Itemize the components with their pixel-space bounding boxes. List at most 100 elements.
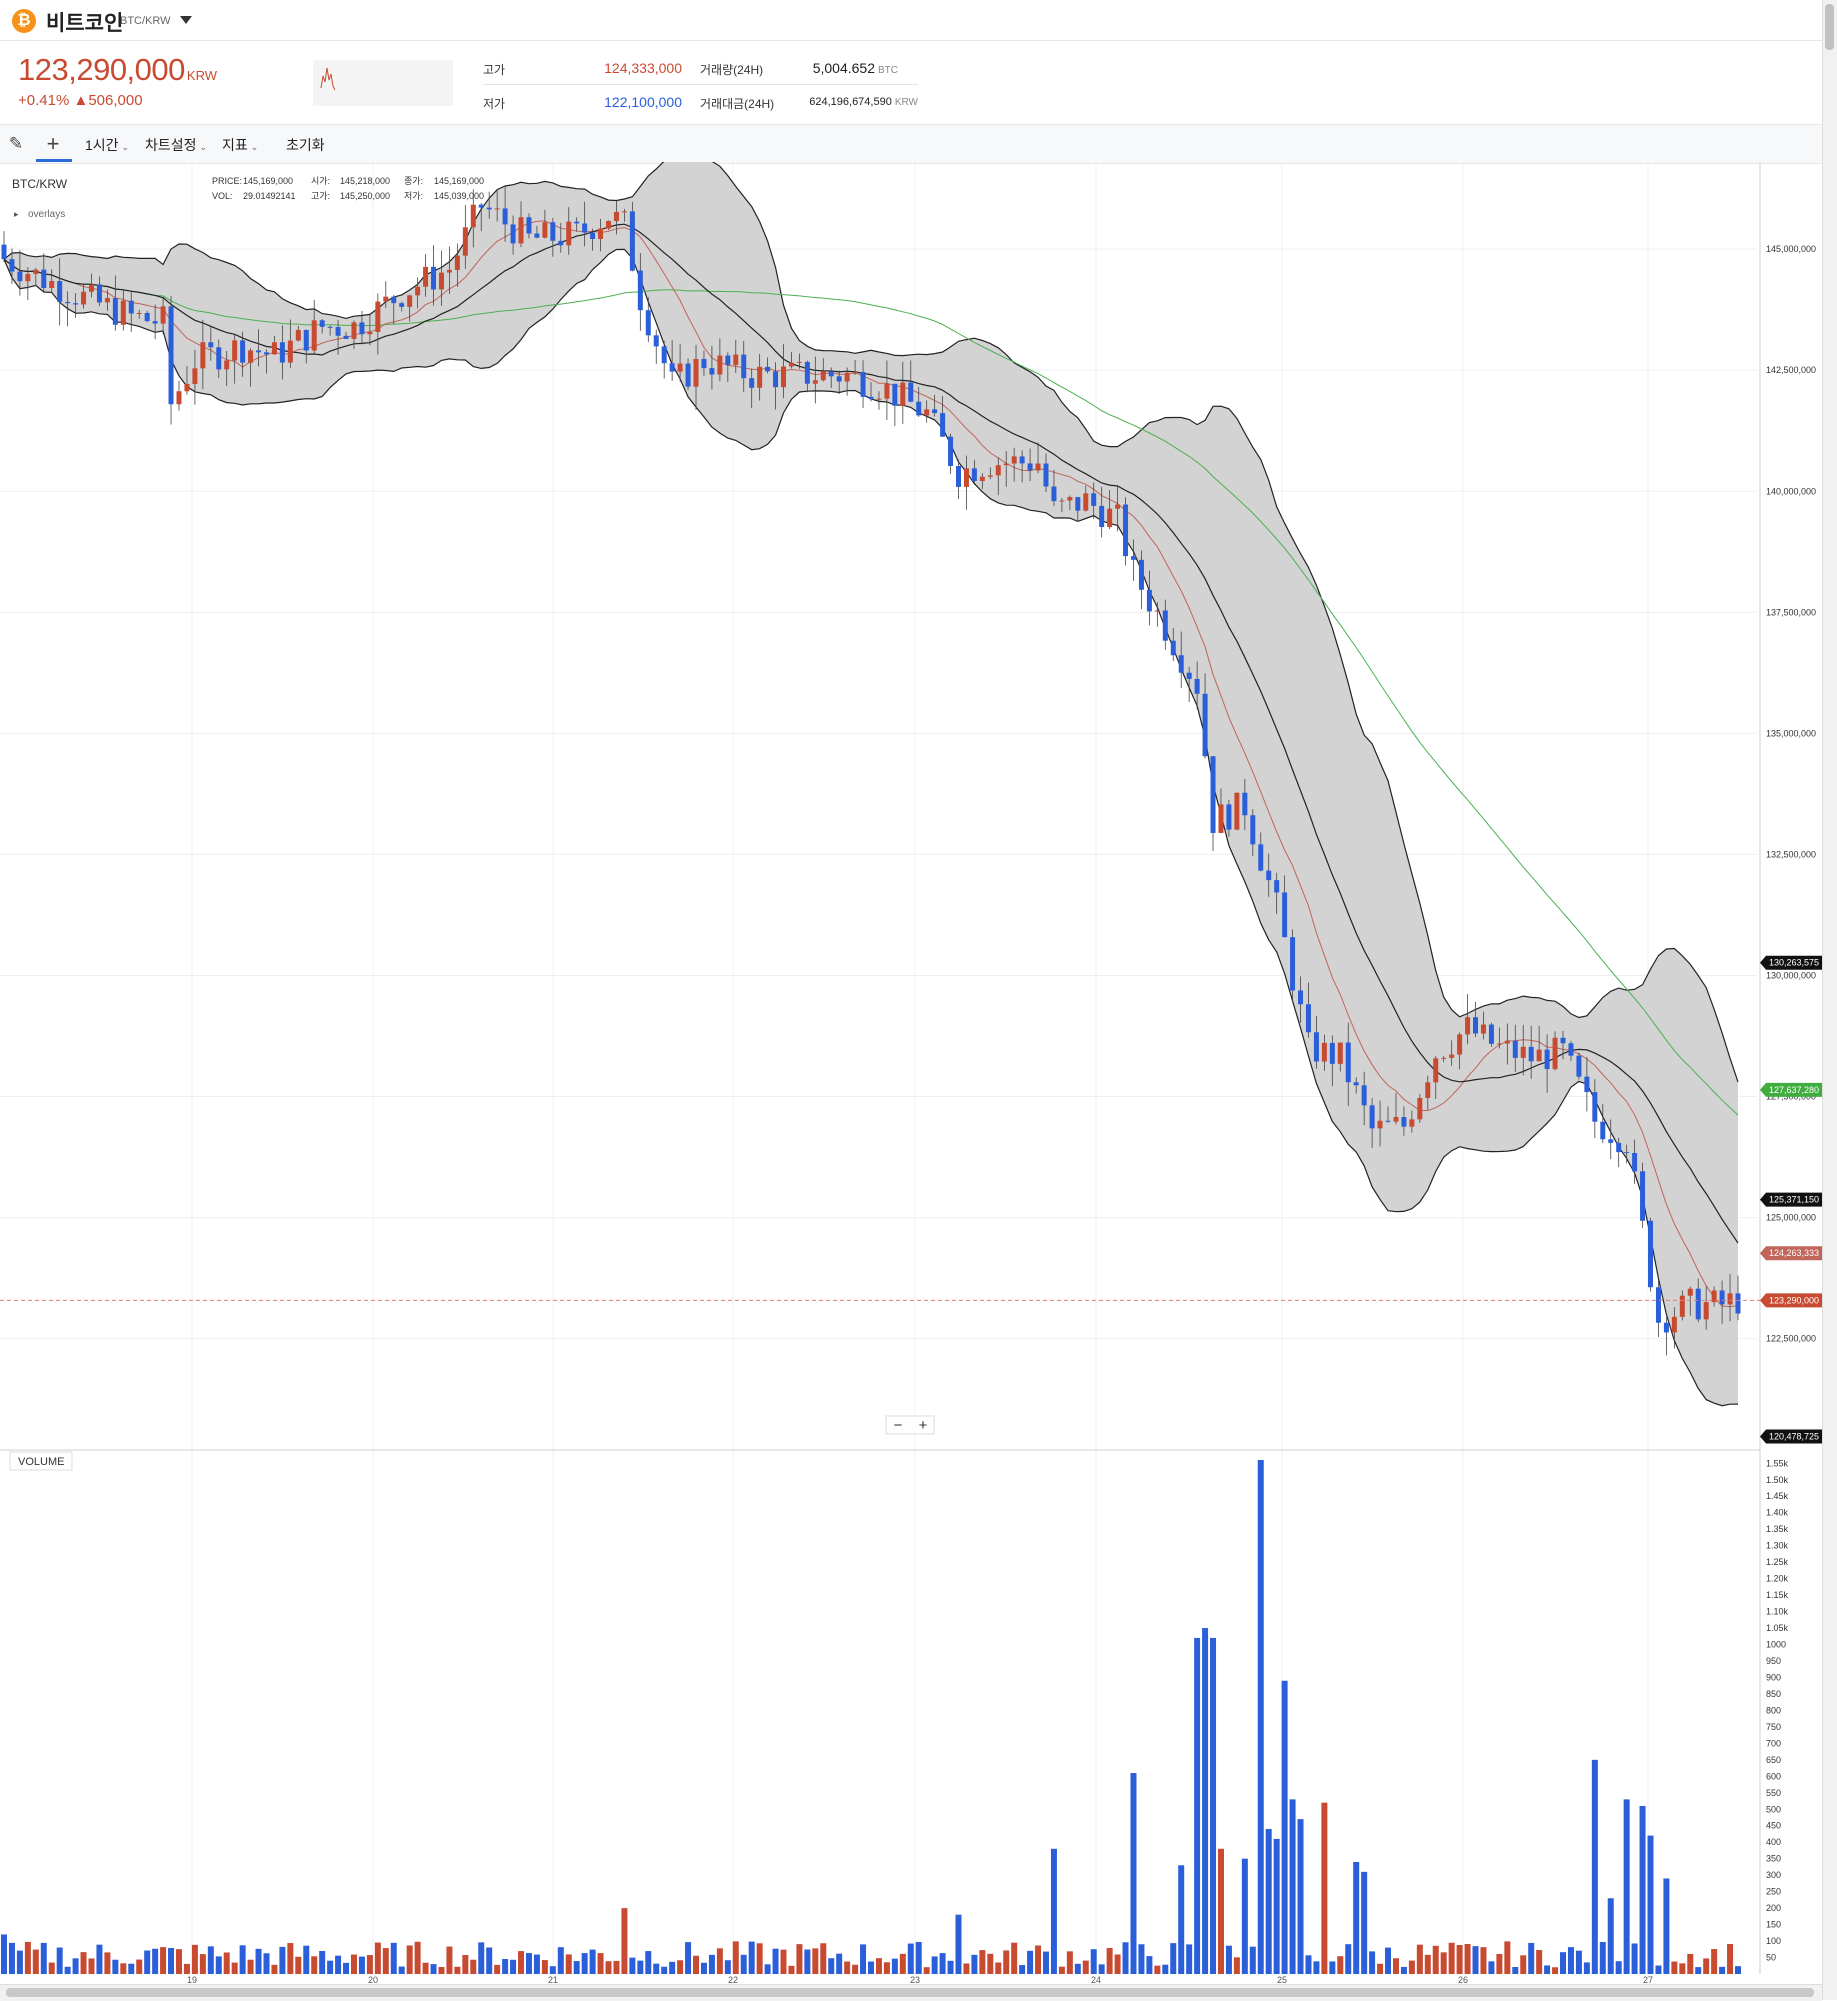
vertical-scrollbar[interactable] (1822, 0, 1837, 2000)
volume-bar (358, 1956, 365, 1974)
candle-body (1345, 1042, 1351, 1083)
volume-tick-label: 1000 (1766, 1640, 1786, 1650)
volume-bar (1265, 1829, 1272, 1974)
candle-body (637, 270, 643, 311)
price-chart[interactable]: 145,000,000 142,500,000 140,000,000 137,500… (0, 162, 1822, 1984)
legend-high-value: 145,250,000 (340, 191, 390, 201)
volume-bar (1416, 1944, 1423, 1974)
time-tick-label: 22 (728, 1975, 738, 1984)
volume-bar (1313, 1961, 1320, 1974)
volume-bar (860, 1944, 867, 1974)
candle-body (144, 312, 150, 322)
candle-body (518, 217, 524, 244)
candle-body (1417, 1097, 1423, 1120)
coin-name[interactable]: 비트코인 (46, 12, 124, 35)
horizontal-scrollbar-thumb[interactable] (6, 1988, 1814, 1997)
legend-vol-value: 29.01492141 (243, 191, 296, 201)
active-tool-indicator (36, 159, 72, 162)
candle-body (598, 228, 604, 240)
crosshair-plus-icon[interactable]: + (46, 131, 60, 156)
volume-bar (438, 1967, 445, 1974)
volume-bar (8, 1942, 15, 1974)
volume-bar (263, 1953, 270, 1974)
volume-bar (1178, 1865, 1185, 1974)
volume-bar (597, 1953, 604, 1974)
candle-body (1019, 456, 1025, 464)
zoom-out-button[interactable]: − (894, 1417, 903, 1434)
candle-body (1115, 504, 1121, 509)
candle-body (613, 211, 619, 222)
volume-bar (549, 1966, 556, 1974)
interval-dropdown[interactable]: 1시간 ⌄ (85, 135, 129, 155)
candle-body (1027, 463, 1033, 471)
volume-bar (1042, 1951, 1049, 1974)
volume-bar (247, 1959, 254, 1974)
chart-toolbar: ✎ + 1시간 ⌄ 차트설정 ⌄ 지표 ⌄ 초기화 (0, 124, 1822, 164)
chevron-down-icon: ⌄ (199, 142, 208, 152)
volume-bar (1392, 1958, 1399, 1974)
candle-body (1528, 1046, 1534, 1062)
indicator-dropdown[interactable]: 지표 ⌄ (222, 135, 258, 155)
volume-bar (820, 1943, 827, 1974)
candle-body (478, 204, 484, 208)
chart-settings-dropdown[interactable]: 차트설정 ⌄ (145, 135, 207, 155)
candle-body (510, 224, 516, 244)
candle-body (311, 320, 317, 351)
candle-body (49, 281, 55, 288)
candle-body (120, 300, 126, 325)
volume-bar (621, 1908, 628, 1974)
candle-body (693, 358, 699, 387)
legend-low-value: 145,039,000 (434, 191, 484, 201)
coin-dropdown-caret-icon[interactable] (180, 16, 192, 24)
candle-body (1536, 1049, 1542, 1062)
volume-bar (1074, 1963, 1081, 1974)
candle-body (1075, 497, 1081, 511)
volume-bar (979, 1950, 986, 1974)
candle-body (526, 217, 532, 234)
candle-body (1687, 1288, 1693, 1296)
volume-bar (406, 1945, 413, 1974)
volume-bar (557, 1947, 564, 1974)
candle-body (1210, 756, 1216, 833)
volume-bar (1448, 1942, 1455, 1974)
volume-bar (1217, 1848, 1224, 1974)
overlays-toggle[interactable]: overlays (28, 209, 65, 220)
candle-body (438, 272, 444, 290)
volume-bar (1528, 1942, 1535, 1974)
reset-button[interactable]: 초기화 (286, 137, 325, 153)
candle-body (1258, 844, 1264, 871)
volume-bar (1249, 1946, 1256, 1974)
candle-body (1202, 693, 1208, 757)
candle-body (423, 266, 429, 287)
price-tag-upper-band (1760, 955, 1822, 970)
time-tick-label: 25 (1277, 1975, 1287, 1984)
price-value: 123,290,000 (18, 52, 185, 87)
volume-bar (1003, 1950, 1010, 1974)
candle-body (1679, 1295, 1685, 1317)
zoom-in-button[interactable]: + (919, 1417, 928, 1434)
vertical-scrollbar-thumb[interactable] (1825, 4, 1834, 50)
candle-body (176, 391, 182, 405)
candle-body (820, 371, 826, 381)
bitcoin-logo-icon: ₿ (12, 9, 36, 33)
volume-tick-label: 1.50k (1766, 1475, 1789, 1485)
candle-body (709, 368, 715, 375)
candle-body (979, 476, 985, 481)
volume-bar (844, 1961, 851, 1974)
volume-bar (971, 1954, 978, 1974)
pencil-icon[interactable]: ✎ (8, 134, 24, 153)
price-change: +0.41% ▲506,000 (18, 92, 143, 109)
candle-body (1162, 610, 1168, 641)
volume-bar (390, 1942, 397, 1974)
volume-tick-label: 300 (1766, 1870, 1781, 1880)
candle-body (590, 232, 596, 240)
volume-bar (1329, 1961, 1336, 1974)
volume-bar (199, 1954, 206, 1974)
candle-body (208, 342, 214, 348)
overlays-arrow-icon[interactable]: ▸ (14, 209, 19, 219)
candle-body (1011, 456, 1017, 464)
volume-bar (1719, 1966, 1726, 1974)
volume-bar (1345, 1944, 1352, 1974)
volume-tick-label: 500 (1766, 1804, 1781, 1814)
volume-label-box (9, 1451, 73, 1471)
